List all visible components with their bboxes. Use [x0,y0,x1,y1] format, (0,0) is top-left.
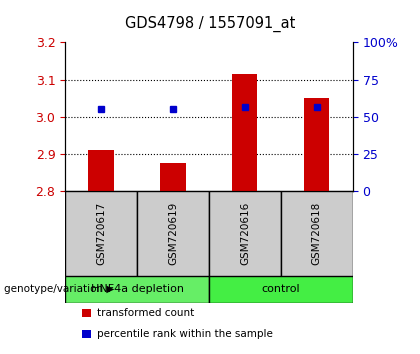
Bar [65,276,209,303]
Bar [232,74,257,191]
Text: genotype/variation ▶: genotype/variation ▶ [4,284,115,295]
Text: GSM720618: GSM720618 [312,202,322,265]
Text: transformed count: transformed count [97,308,195,318]
Bar [281,191,353,276]
Text: GDS4798 / 1557091_at: GDS4798 / 1557091_at [125,16,295,32]
Bar [65,191,137,276]
Text: percentile rank within the sample: percentile rank within the sample [97,329,273,339]
Bar [209,276,353,303]
Text: GSM720617: GSM720617 [96,202,106,265]
Bar [137,191,209,276]
Text: GSM720619: GSM720619 [168,202,178,265]
Bar [209,191,281,276]
Bar [160,163,186,191]
Text: GSM720616: GSM720616 [240,202,250,265]
Bar [304,98,329,191]
Bar [89,150,114,191]
Text: control: control [262,284,300,295]
Text: HNF4a depletion: HNF4a depletion [91,284,184,295]
